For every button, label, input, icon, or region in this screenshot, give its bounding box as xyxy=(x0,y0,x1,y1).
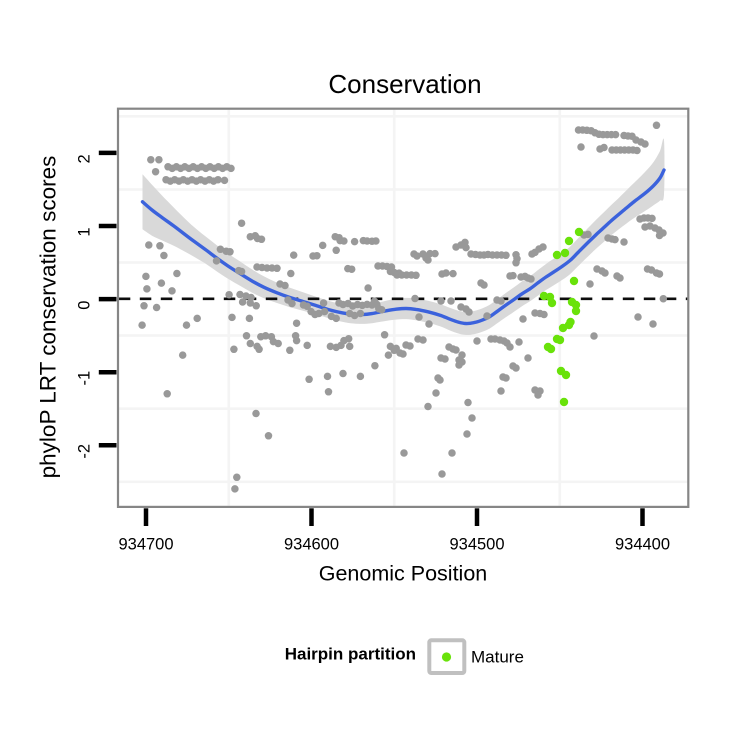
svg-text:2: 2 xyxy=(75,154,93,163)
svg-text:-2: -2 xyxy=(75,444,93,459)
svg-text:Genomic Position: Genomic Position xyxy=(319,562,488,586)
svg-text:phyloP LRT conservation scores: phyloP LRT conservation scores xyxy=(36,156,61,479)
svg-text:Mature: Mature xyxy=(471,648,524,667)
svg-text:-1: -1 xyxy=(75,371,93,386)
svg-text:934600: 934600 xyxy=(284,536,339,554)
svg-text:Hairpin partition: Hairpin partition xyxy=(285,645,416,664)
svg-text:Conservation: Conservation xyxy=(328,69,481,99)
svg-text:934700: 934700 xyxy=(118,536,173,554)
svg-text:934500: 934500 xyxy=(449,536,504,554)
svg-text:1: 1 xyxy=(75,227,93,236)
svg-text:0: 0 xyxy=(75,301,93,310)
svg-text:934400: 934400 xyxy=(615,536,670,554)
